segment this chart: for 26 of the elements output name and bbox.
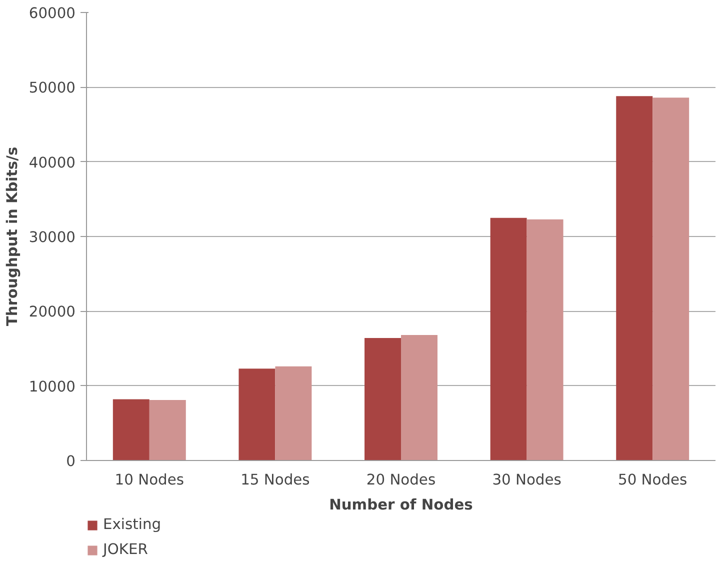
y-tick-label: 50000	[28, 80, 76, 97]
y-tick-label: 0	[66, 453, 76, 470]
bar	[238, 368, 276, 460]
y-tick-label: 60000	[28, 5, 76, 22]
bar	[364, 338, 401, 460]
y-tick-label: 10000	[28, 378, 76, 396]
x-tick-label: 50 Nodes	[618, 472, 688, 488]
x-tick-label: 10 Nodes	[114, 472, 184, 488]
bar	[275, 366, 312, 460]
x-tick-label: 20 Nodes	[366, 472, 436, 488]
bar	[526, 219, 564, 460]
y-tick-label: 40000	[28, 154, 76, 172]
bar	[149, 400, 186, 460]
bar	[112, 399, 150, 460]
bar	[490, 218, 527, 460]
y-tick-label: 20000	[28, 304, 76, 321]
x-tick-label: 15 Nodes	[240, 472, 310, 488]
bar	[616, 96, 653, 460]
bar	[652, 98, 690, 460]
legend-label: JOKER	[103, 541, 148, 558]
bar	[401, 335, 438, 460]
y-tick-label: 30000	[28, 229, 76, 246]
y-axis-title: Throughput in Kbits/s	[4, 146, 21, 326]
x-axis-title: Number of Nodes	[329, 496, 474, 514]
x-tick-label: 30 Nodes	[492, 472, 562, 488]
legend-label: Existing	[103, 516, 162, 533]
